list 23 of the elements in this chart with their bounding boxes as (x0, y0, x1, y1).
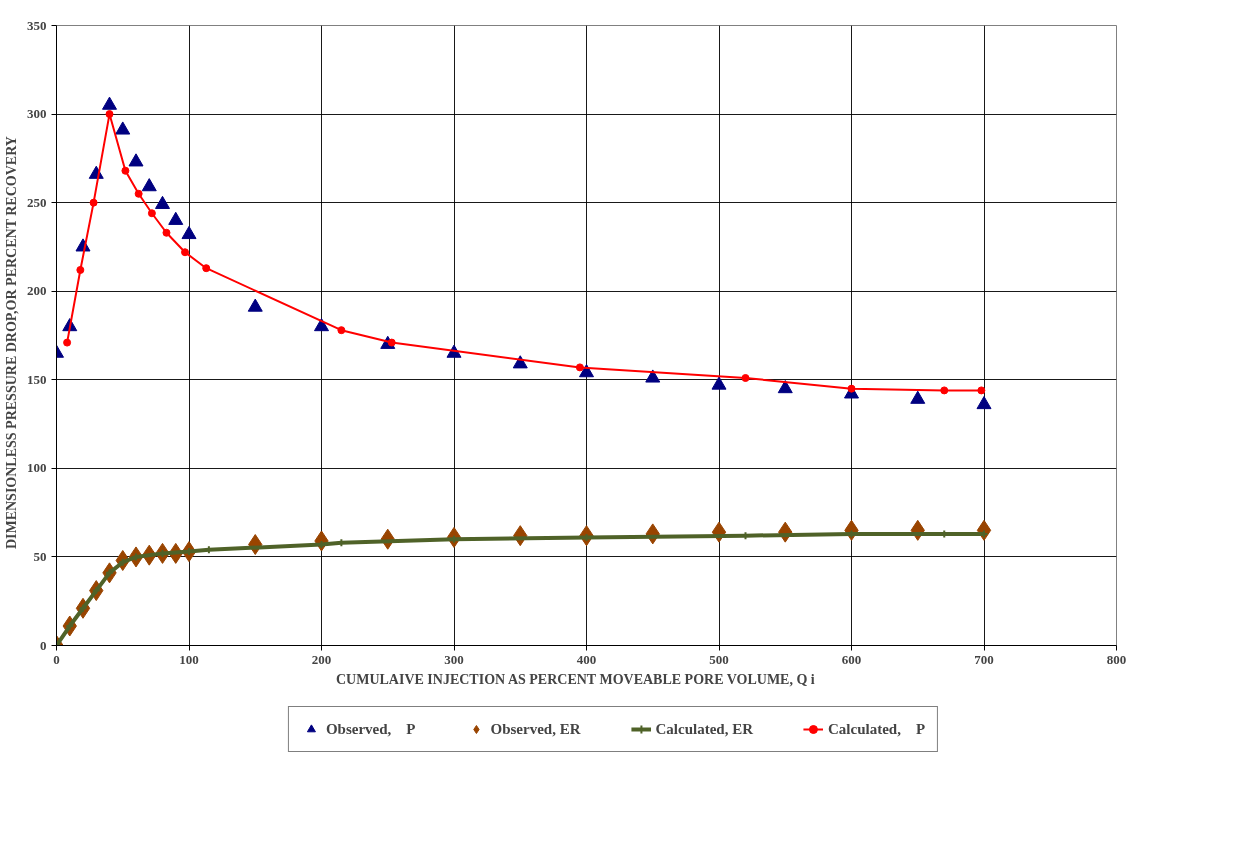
legend-label: Calculated, ER (655, 719, 753, 739)
x-tick-label: 500 (709, 651, 729, 667)
legend-label: Observed, P (325, 719, 416, 739)
y-tick-label: 200 (27, 283, 47, 299)
y-tick-label: 100 (27, 460, 47, 476)
y-tick-label: 350 (27, 17, 47, 33)
x-tick-label: 200 (311, 651, 332, 667)
y-tick-label: 250 (27, 194, 47, 210)
x-tick-label: 100 (179, 651, 199, 667)
y-axis-title: DIMENSIONLESS PRESSURE DROP,OR PERCENT RECOVERY (4, 136, 19, 550)
x-tick-label: 400 (576, 651, 597, 667)
y-tick-label: 0 (40, 637, 47, 653)
y-tick-label: 300 (27, 106, 47, 122)
legend-label: Observed, ER (490, 719, 581, 739)
x-tick-label: 0 (53, 651, 60, 667)
x-tick-label: 700 (974, 651, 994, 667)
x-tick-label: 600 (841, 651, 862, 667)
legend-label: Calculated, P (828, 719, 926, 739)
x-axis-title: CUMULAIVE INJECTION AS PERCENT MOVEABLE PORE VOLUME, Q i (335, 671, 815, 687)
y-tick-label: 50 (33, 548, 47, 564)
y-tick-label: 150 (27, 371, 47, 387)
x-tick-label: 800 (1106, 651, 1127, 667)
x-tick-label: 300 (444, 651, 464, 667)
